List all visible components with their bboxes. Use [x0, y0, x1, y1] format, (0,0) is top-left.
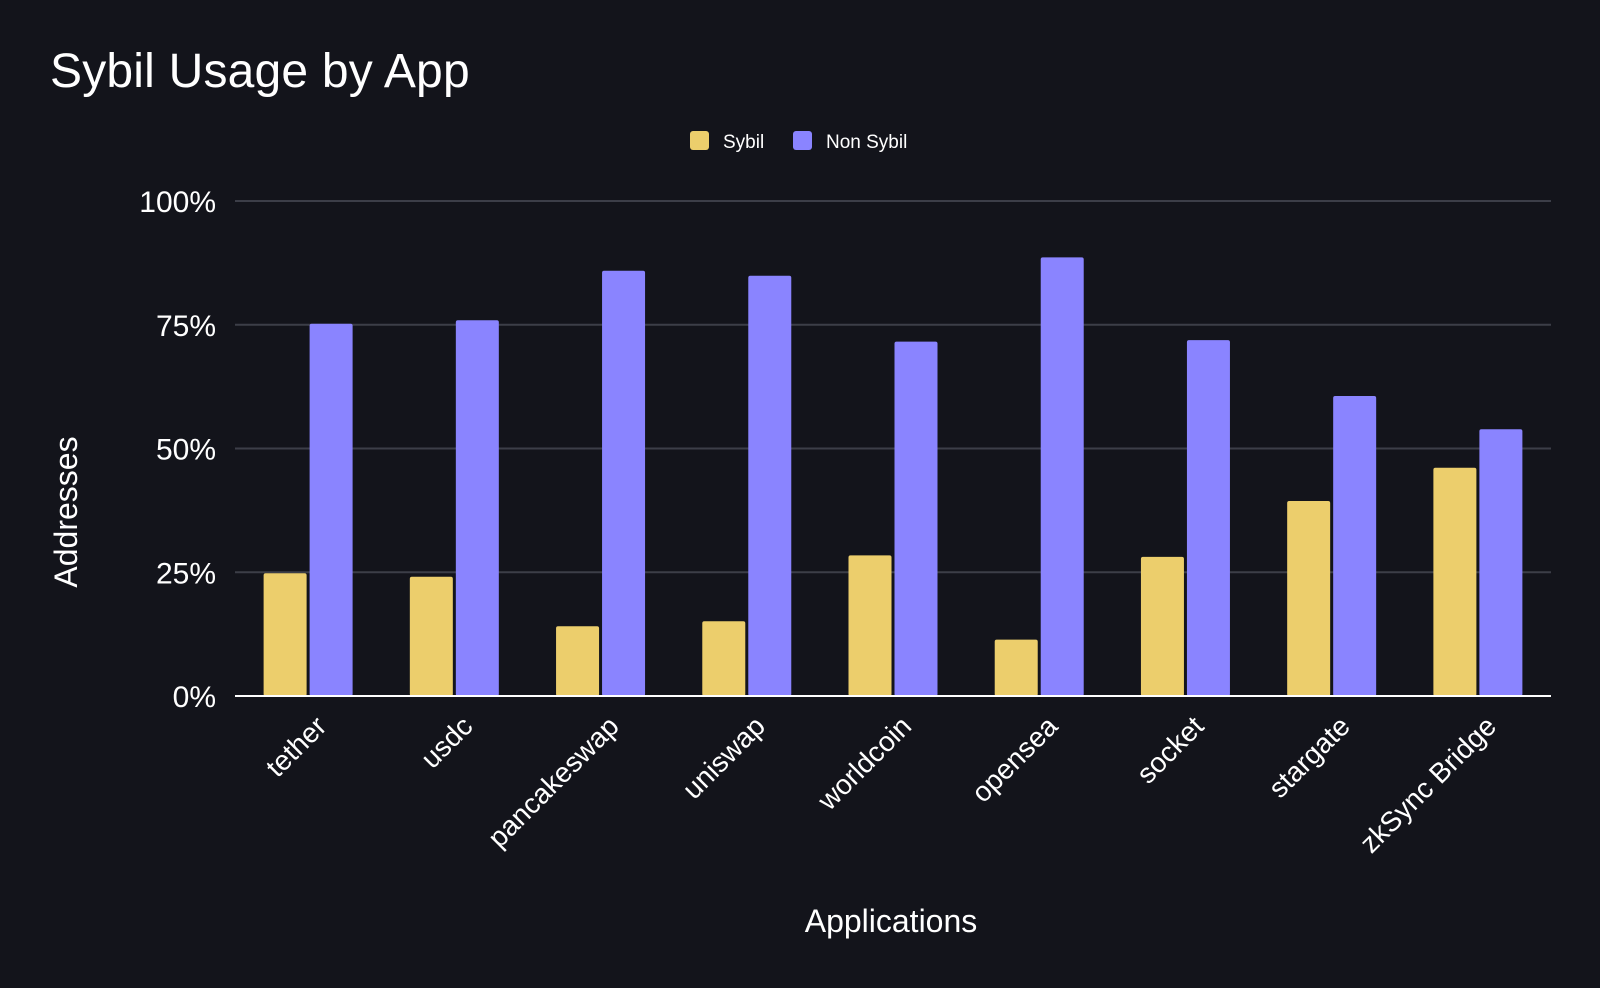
gridlines: [235, 200, 1551, 574]
x-tick-label: uniswap: [676, 710, 771, 805]
legend-swatch-non-sybil: [793, 131, 812, 150]
y-axis-ticks: 0% 25% 50% 75% 100%: [139, 186, 216, 714]
bar-non-sybil-stargate: [1333, 396, 1377, 696]
x-axis-title: Applications: [805, 903, 978, 939]
y-tick-label: 100%: [139, 186, 216, 219]
legend: Sybil Non Sybil: [690, 131, 907, 153]
bar-non-sybil-usdc: [455, 320, 499, 696]
legend-label-non-sybil: Non Sybil: [826, 132, 907, 153]
bar-non-sybil-uniswap: [748, 275, 792, 696]
y-axis-title: Addresses: [48, 436, 84, 587]
y-tick-label: 25%: [156, 557, 216, 590]
bar-sybil-stargate: [1287, 500, 1331, 696]
x-tick-label: opensea: [966, 710, 1064, 808]
x-tick-label: usdc: [415, 710, 479, 774]
bar-non-sybil-zksync-bridge: [1479, 429, 1523, 696]
bar-sybil-zksync-bridge: [1433, 467, 1477, 696]
bar-non-sybil-pancakeswap: [602, 270, 646, 696]
y-tick-label: 75%: [156, 310, 216, 343]
bar-sybil-tether: [263, 573, 307, 696]
bar-sybil-worldcoin: [848, 555, 892, 696]
chart-title: Sybil Usage by App: [50, 45, 470, 98]
y-tick-label: 0%: [173, 681, 216, 714]
bar-sybil-uniswap: [702, 621, 746, 696]
legend-label-sybil: Sybil: [723, 132, 764, 153]
y-tick-label: 50%: [156, 434, 216, 467]
bar-non-sybil-worldcoin: [894, 341, 938, 696]
bar-non-sybil-socket: [1186, 340, 1230, 696]
legend-swatch-sybil: [690, 131, 709, 150]
bar-sybil-usdc: [409, 576, 453, 696]
x-tick-label: pancakeswap: [482, 710, 625, 853]
x-tick-label: stargate: [1262, 710, 1355, 803]
bar-sybil-pancakeswap: [556, 626, 600, 696]
bar-sybil-opensea: [994, 639, 1038, 696]
bar-non-sybil-opensea: [1040, 257, 1084, 696]
x-tick-label: zkSync Bridge: [1354, 710, 1502, 858]
bars: [235, 257, 1551, 697]
x-axis-ticks: tether usdc pancakeswap uniswap worldcoin ope…: [260, 710, 1502, 859]
x-tick-label: worldcoin: [811, 710, 917, 816]
bar-sybil-socket: [1140, 556, 1184, 696]
x-tick-label: socket: [1131, 710, 1210, 789]
bar-non-sybil-tether: [309, 323, 353, 696]
x-tick-label: tether: [260, 710, 333, 783]
